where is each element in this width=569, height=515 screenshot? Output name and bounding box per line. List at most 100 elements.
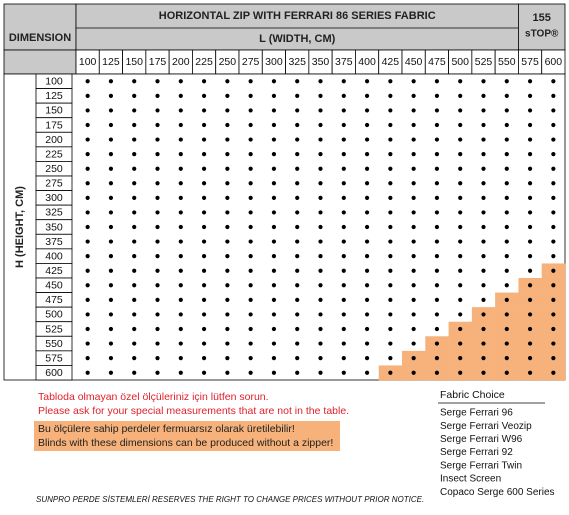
availability-dot [248, 312, 253, 317]
availability-dot [411, 356, 416, 361]
availability-dot [504, 326, 509, 332]
availability-dot [201, 195, 207, 200]
availability-dot [388, 181, 393, 186]
availability-dot [341, 356, 346, 361]
availability-dot [504, 122, 509, 128]
availability-dot [504, 166, 509, 171]
availability-dot [248, 297, 253, 302]
table-title: HORIZONTAL ZIP WITH FERRARI 86 SERIES FA… [159, 10, 436, 22]
availability-dot [364, 268, 370, 273]
availability-dot [434, 239, 440, 244]
availability-dot [178, 166, 183, 171]
availability-dot [132, 283, 137, 288]
availability-dot [155, 152, 160, 157]
availability-dot [527, 195, 533, 200]
availability-dot [527, 93, 533, 98]
availability-dot [527, 341, 533, 346]
availability-dot [108, 152, 114, 157]
height-value: 400 [45, 250, 63, 262]
availability-dot [108, 268, 114, 273]
fabric-item: Serge Ferrari W96 [440, 434, 523, 445]
availability-dot [411, 93, 416, 98]
height-value: 550 [45, 338, 63, 350]
availability-dot [458, 268, 463, 273]
availability-dot [318, 312, 323, 317]
availability-dot [411, 312, 416, 317]
availability-dot [341, 268, 346, 273]
width-value: 500 [451, 56, 469, 68]
availability-dot [248, 79, 253, 84]
availability-dot [178, 341, 183, 346]
availability-dot [295, 268, 300, 273]
availability-dot [527, 239, 533, 244]
availability-dot [364, 254, 370, 259]
availability-dot [341, 152, 346, 157]
availability-dot [132, 122, 137, 128]
availability-dot [271, 79, 277, 84]
availability-dot [318, 210, 323, 215]
availability-dot [201, 268, 207, 273]
availability-dot [271, 341, 277, 346]
availability-dot [504, 137, 509, 142]
availability-dot [434, 224, 440, 230]
availability-dot [248, 166, 253, 171]
availability-dot [364, 356, 370, 361]
width-value: 300 [265, 56, 283, 68]
availability-dot [295, 93, 300, 98]
availability-dot [178, 312, 183, 317]
availability-dot [155, 122, 160, 128]
width-value: 450 [405, 56, 423, 68]
availability-dot [295, 122, 300, 128]
availability-dot [458, 341, 463, 346]
availability-dot [434, 137, 440, 142]
availability-dot [155, 312, 160, 317]
availability-dot [551, 108, 556, 113]
availability-dot [527, 79, 533, 84]
availability-dot [248, 152, 253, 157]
availability-dot [108, 122, 114, 128]
availability-dot [527, 254, 533, 259]
height-value: 525 [45, 323, 63, 335]
availability-dot [551, 152, 556, 157]
availability-dot [225, 166, 230, 171]
availability-dot [458, 210, 463, 215]
availability-dot [271, 224, 277, 230]
availability-dot [481, 210, 486, 215]
availability-dot [504, 195, 509, 200]
availability-dot [481, 370, 486, 375]
availability-dot [318, 195, 323, 200]
availability-dot [85, 283, 90, 288]
availability-dot [341, 93, 346, 98]
availability-dot [295, 79, 300, 84]
height-value: 600 [45, 367, 63, 379]
availability-dot [132, 195, 137, 200]
availability-dot [295, 341, 300, 346]
availability-dot [178, 254, 183, 259]
availability-dot [178, 195, 183, 200]
availability-dot [248, 254, 253, 259]
height-value: 125 [45, 90, 63, 102]
availability-dot [225, 137, 230, 142]
availability-dot [364, 210, 370, 215]
availability-dot [458, 326, 463, 332]
availability-dot [85, 108, 90, 113]
width-value: 400 [358, 56, 376, 68]
note-en: Please ask for your special measurements… [38, 405, 349, 417]
availability-dot [155, 137, 160, 142]
availability-dot [318, 254, 323, 259]
availability-dot [481, 283, 486, 288]
availability-dot [411, 283, 416, 288]
availability-dot [318, 341, 323, 346]
dimension-label: DIMENSION [9, 32, 71, 44]
dimension-cell [3, 3, 77, 51]
availability-dot [434, 181, 440, 186]
availability-dot [271, 326, 277, 332]
availability-dot [434, 297, 440, 302]
availability-dot [132, 210, 137, 215]
availability-dot [388, 370, 393, 375]
availability-dot [388, 341, 393, 346]
availability-dot [201, 224, 207, 230]
availability-dot [318, 166, 323, 171]
availability-dot [271, 181, 277, 186]
availability-dot [527, 122, 533, 128]
